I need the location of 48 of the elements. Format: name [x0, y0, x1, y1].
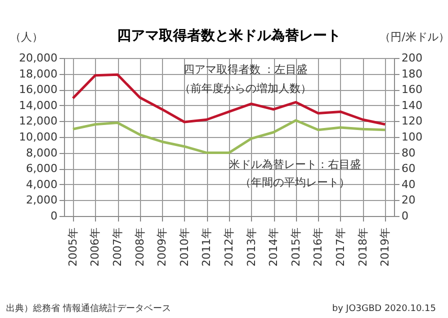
y-tick-label: 0	[50, 210, 58, 222]
x-tick-label: 2017年	[334, 228, 347, 266]
annotation: （前年度からの増加人数）	[180, 82, 312, 95]
x-tick-label: 2013年	[244, 228, 258, 266]
x-tick-label: 2007年	[111, 228, 124, 266]
y-tick-label: 6,000	[26, 162, 58, 176]
x-tick-label: 2011年	[200, 228, 214, 266]
y2-tick-label: 0	[402, 210, 408, 222]
annotation: （年間の平均レート）	[240, 176, 350, 189]
y-tick-label: 20,000	[19, 52, 58, 64]
y2-tick-label: 40	[402, 178, 416, 191]
line-series	[72, 119, 386, 154]
y2-tick-label: 100	[402, 130, 422, 144]
x-tick-label: 2012年	[222, 228, 236, 266]
x-tick-label: 2018年	[356, 228, 370, 266]
x-tick-label: 2014年	[267, 228, 280, 266]
y2-tick-label: 60	[402, 162, 416, 176]
x-tick-label: 2008年	[133, 228, 146, 266]
y-tick-label: 16,000	[19, 83, 58, 96]
y2-tick-label: 20	[402, 194, 416, 207]
x-tick-label: 2005年	[66, 228, 80, 266]
y2-axis-title: （円/米ドル）	[380, 30, 448, 44]
y2-tick-label: 140	[402, 98, 422, 112]
y-tick-label: 18,000	[19, 67, 58, 80]
y2-tick-label: 120	[402, 114, 422, 128]
x-tick-label: 2009年	[156, 228, 169, 266]
x-tick-label: 2010年	[178, 228, 191, 266]
x-tick-label: 2016年	[312, 228, 325, 266]
y2-tick-label: 180	[402, 67, 422, 80]
source-note: 出典）総務省 情報通信統計データベース	[6, 303, 171, 314]
y-tick-label: 4,000	[26, 178, 58, 191]
series-label: 米ドル為替レート：右目盛	[229, 158, 361, 171]
y-tick-label: 10,000	[19, 130, 58, 144]
y-tick-label: 8,000	[26, 146, 58, 160]
y-axis-title: （人）	[10, 30, 43, 44]
y-tick-label: 14,000	[19, 98, 58, 112]
text: 四アマ取得者数 ：左目盛	[183, 63, 308, 76]
y2-tick-label: 80	[402, 146, 416, 160]
y2-tick-label: 160	[402, 83, 422, 96]
x-tick-label: 2006年	[88, 228, 102, 266]
x-tick-label: 2015年	[289, 228, 302, 266]
line-series	[72, 73, 386, 126]
chart-title: 四アマ取得者数と米ドル為替レート	[117, 28, 341, 44]
y-tick-label: 2,000	[26, 194, 58, 207]
text: by JO3GBD 2020.10.15	[332, 304, 436, 314]
y-tick-label: 12,000	[19, 114, 58, 128]
x-tick-label: 2019年	[378, 228, 392, 266]
y2-tick-label: 200	[402, 52, 422, 64]
